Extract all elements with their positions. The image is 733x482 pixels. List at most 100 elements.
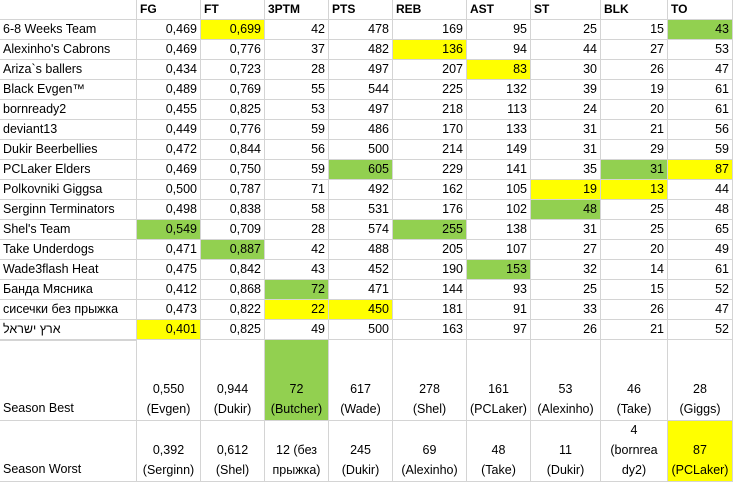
stat-cell-to[interactable]: 59 bbox=[668, 140, 733, 160]
stat-cell-st[interactable]: 24 bbox=[531, 100, 601, 120]
stat-cell-st[interactable]: 31 bbox=[531, 120, 601, 140]
stat-cell-ast[interactable]: 91 bbox=[467, 300, 531, 320]
season-worst-pts[interactable]: 245 (Dukir) bbox=[329, 421, 393, 482]
stat-cell-ft[interactable]: 0,723 bbox=[201, 60, 265, 80]
season-worst-reb[interactable]: 69 (Alexinho) bbox=[393, 421, 467, 482]
season-best-fg[interactable]: 0,550 (Evgen) bbox=[137, 340, 201, 421]
stat-cell-ft[interactable]: 0,838 bbox=[201, 200, 265, 220]
stat-cell-fg[interactable]: 0,473 bbox=[137, 300, 201, 320]
stat-cell-reb[interactable]: 190 bbox=[393, 260, 467, 280]
team-name-cell[interactable]: Serginn Terminators bbox=[0, 200, 137, 220]
stat-cell-blk[interactable]: 25 bbox=[601, 200, 668, 220]
stat-cell-reb[interactable]: 218 bbox=[393, 100, 467, 120]
column-header-ft[interactable]: FT bbox=[201, 0, 265, 20]
stat-cell-st[interactable]: 27 bbox=[531, 240, 601, 260]
stat-cell-ast[interactable]: 141 bbox=[467, 160, 531, 180]
stat-cell-blk[interactable]: 15 bbox=[601, 280, 668, 300]
stat-cell-reb[interactable]: 176 bbox=[393, 200, 467, 220]
stat-cell-ast[interactable]: 83 bbox=[467, 60, 531, 80]
team-name-cell[interactable]: Shel's Team bbox=[0, 220, 137, 240]
season-best-ft[interactable]: 0,944 (Dukir) bbox=[201, 340, 265, 421]
stat-cell-3ptm[interactable]: 59 bbox=[265, 160, 329, 180]
team-name-cell[interactable]: Take Underdogs bbox=[0, 240, 137, 260]
stat-cell-reb[interactable]: 181 bbox=[393, 300, 467, 320]
stat-cell-3ptm[interactable]: 43 bbox=[265, 260, 329, 280]
stat-cell-blk[interactable]: 21 bbox=[601, 120, 668, 140]
team-name-cell[interactable]: Black Evgen™ bbox=[0, 80, 137, 100]
season-best-ast[interactable]: 161 (PCLaker) bbox=[467, 340, 531, 421]
stat-cell-to[interactable]: 48 bbox=[668, 200, 733, 220]
stat-cell-pts[interactable]: 574 bbox=[329, 220, 393, 240]
team-name-cell[interactable]: Банда Мясника bbox=[0, 280, 137, 300]
stat-cell-blk[interactable]: 20 bbox=[601, 240, 668, 260]
stat-cell-ft[interactable]: 0,776 bbox=[201, 120, 265, 140]
season-worst-ast[interactable]: 48 (Take) bbox=[467, 421, 531, 482]
stat-cell-3ptm[interactable]: 72 bbox=[265, 280, 329, 300]
header-corner-cell[interactable] bbox=[0, 0, 137, 20]
stat-cell-reb[interactable]: 205 bbox=[393, 240, 467, 260]
stat-cell-blk[interactable]: 31 bbox=[601, 160, 668, 180]
stat-cell-st[interactable]: 26 bbox=[531, 320, 601, 340]
stat-cell-fg[interactable]: 0,455 bbox=[137, 100, 201, 120]
stat-cell-ast[interactable]: 132 bbox=[467, 80, 531, 100]
stat-cell-reb[interactable]: 225 bbox=[393, 80, 467, 100]
season-worst-label[interactable]: Season Worst bbox=[0, 421, 137, 482]
season-best-to[interactable]: 28 (Giggs) bbox=[668, 340, 733, 421]
stat-cell-blk[interactable]: 14 bbox=[601, 260, 668, 280]
team-name-cell[interactable]: сисечки без прыжка bbox=[0, 300, 137, 320]
stat-cell-ast[interactable]: 97 bbox=[467, 320, 531, 340]
stat-cell-to[interactable]: 47 bbox=[668, 300, 733, 320]
stat-cell-3ptm[interactable]: 42 bbox=[265, 20, 329, 40]
stat-cell-fg[interactable]: 0,549 bbox=[137, 220, 201, 240]
stat-cell-pts[interactable]: 497 bbox=[329, 100, 393, 120]
team-name-cell[interactable]: ארץ ישראל bbox=[0, 320, 137, 340]
stat-cell-fg[interactable]: 0,469 bbox=[137, 20, 201, 40]
stat-cell-3ptm[interactable]: 56 bbox=[265, 140, 329, 160]
stat-cell-pts[interactable]: 500 bbox=[329, 320, 393, 340]
stat-cell-to[interactable]: 52 bbox=[668, 280, 733, 300]
stat-cell-blk[interactable]: 26 bbox=[601, 300, 668, 320]
stat-cell-pts[interactable]: 471 bbox=[329, 280, 393, 300]
stat-cell-to[interactable]: 61 bbox=[668, 100, 733, 120]
season-worst-blk[interactable]: 4 (bornrea dy2) bbox=[601, 421, 668, 482]
stat-cell-ft[interactable]: 0,709 bbox=[201, 220, 265, 240]
stat-cell-ft[interactable]: 0,887 bbox=[201, 240, 265, 260]
stat-cell-reb[interactable]: 162 bbox=[393, 180, 467, 200]
stat-cell-fg[interactable]: 0,498 bbox=[137, 200, 201, 220]
stat-cell-st[interactable]: 44 bbox=[531, 40, 601, 60]
stat-cell-3ptm[interactable]: 59 bbox=[265, 120, 329, 140]
stat-cell-blk[interactable]: 29 bbox=[601, 140, 668, 160]
stat-cell-ft[interactable]: 0,750 bbox=[201, 160, 265, 180]
stat-cell-pts[interactable]: 497 bbox=[329, 60, 393, 80]
stat-cell-ft[interactable]: 0,699 bbox=[201, 20, 265, 40]
column-header-reb[interactable]: REB bbox=[393, 0, 467, 20]
column-header-blk[interactable]: BLK bbox=[601, 0, 668, 20]
stat-cell-to[interactable]: 47 bbox=[668, 60, 733, 80]
column-header-pts[interactable]: PTS bbox=[329, 0, 393, 20]
stat-cell-st[interactable]: 19 bbox=[531, 180, 601, 200]
stat-cell-st[interactable]: 25 bbox=[531, 280, 601, 300]
stat-cell-ft[interactable]: 0,825 bbox=[201, 100, 265, 120]
stat-cell-st[interactable]: 33 bbox=[531, 300, 601, 320]
stat-cell-st[interactable]: 32 bbox=[531, 260, 601, 280]
stat-cell-fg[interactable]: 0,412 bbox=[137, 280, 201, 300]
team-name-cell[interactable]: deviant13 bbox=[0, 120, 137, 140]
stat-cell-pts[interactable]: 478 bbox=[329, 20, 393, 40]
stat-cell-pts[interactable]: 492 bbox=[329, 180, 393, 200]
column-header-fg[interactable]: FG bbox=[137, 0, 201, 20]
stat-cell-to[interactable]: 61 bbox=[668, 80, 733, 100]
column-header-3ptm[interactable]: 3PTM bbox=[265, 0, 329, 20]
stat-cell-reb[interactable]: 255 bbox=[393, 220, 467, 240]
stat-cell-3ptm[interactable]: 28 bbox=[265, 220, 329, 240]
stat-cell-fg[interactable]: 0,401 bbox=[137, 320, 201, 340]
stat-cell-blk[interactable]: 26 bbox=[601, 60, 668, 80]
stat-cell-ast[interactable]: 94 bbox=[467, 40, 531, 60]
stat-cell-ft[interactable]: 0,787 bbox=[201, 180, 265, 200]
stat-cell-3ptm[interactable]: 58 bbox=[265, 200, 329, 220]
stat-cell-pts[interactable]: 488 bbox=[329, 240, 393, 260]
stat-cell-fg[interactable]: 0,449 bbox=[137, 120, 201, 140]
stat-cell-fg[interactable]: 0,475 bbox=[137, 260, 201, 280]
column-header-ast[interactable]: AST bbox=[467, 0, 531, 20]
stat-cell-st[interactable]: 31 bbox=[531, 140, 601, 160]
stat-cell-reb[interactable]: 214 bbox=[393, 140, 467, 160]
